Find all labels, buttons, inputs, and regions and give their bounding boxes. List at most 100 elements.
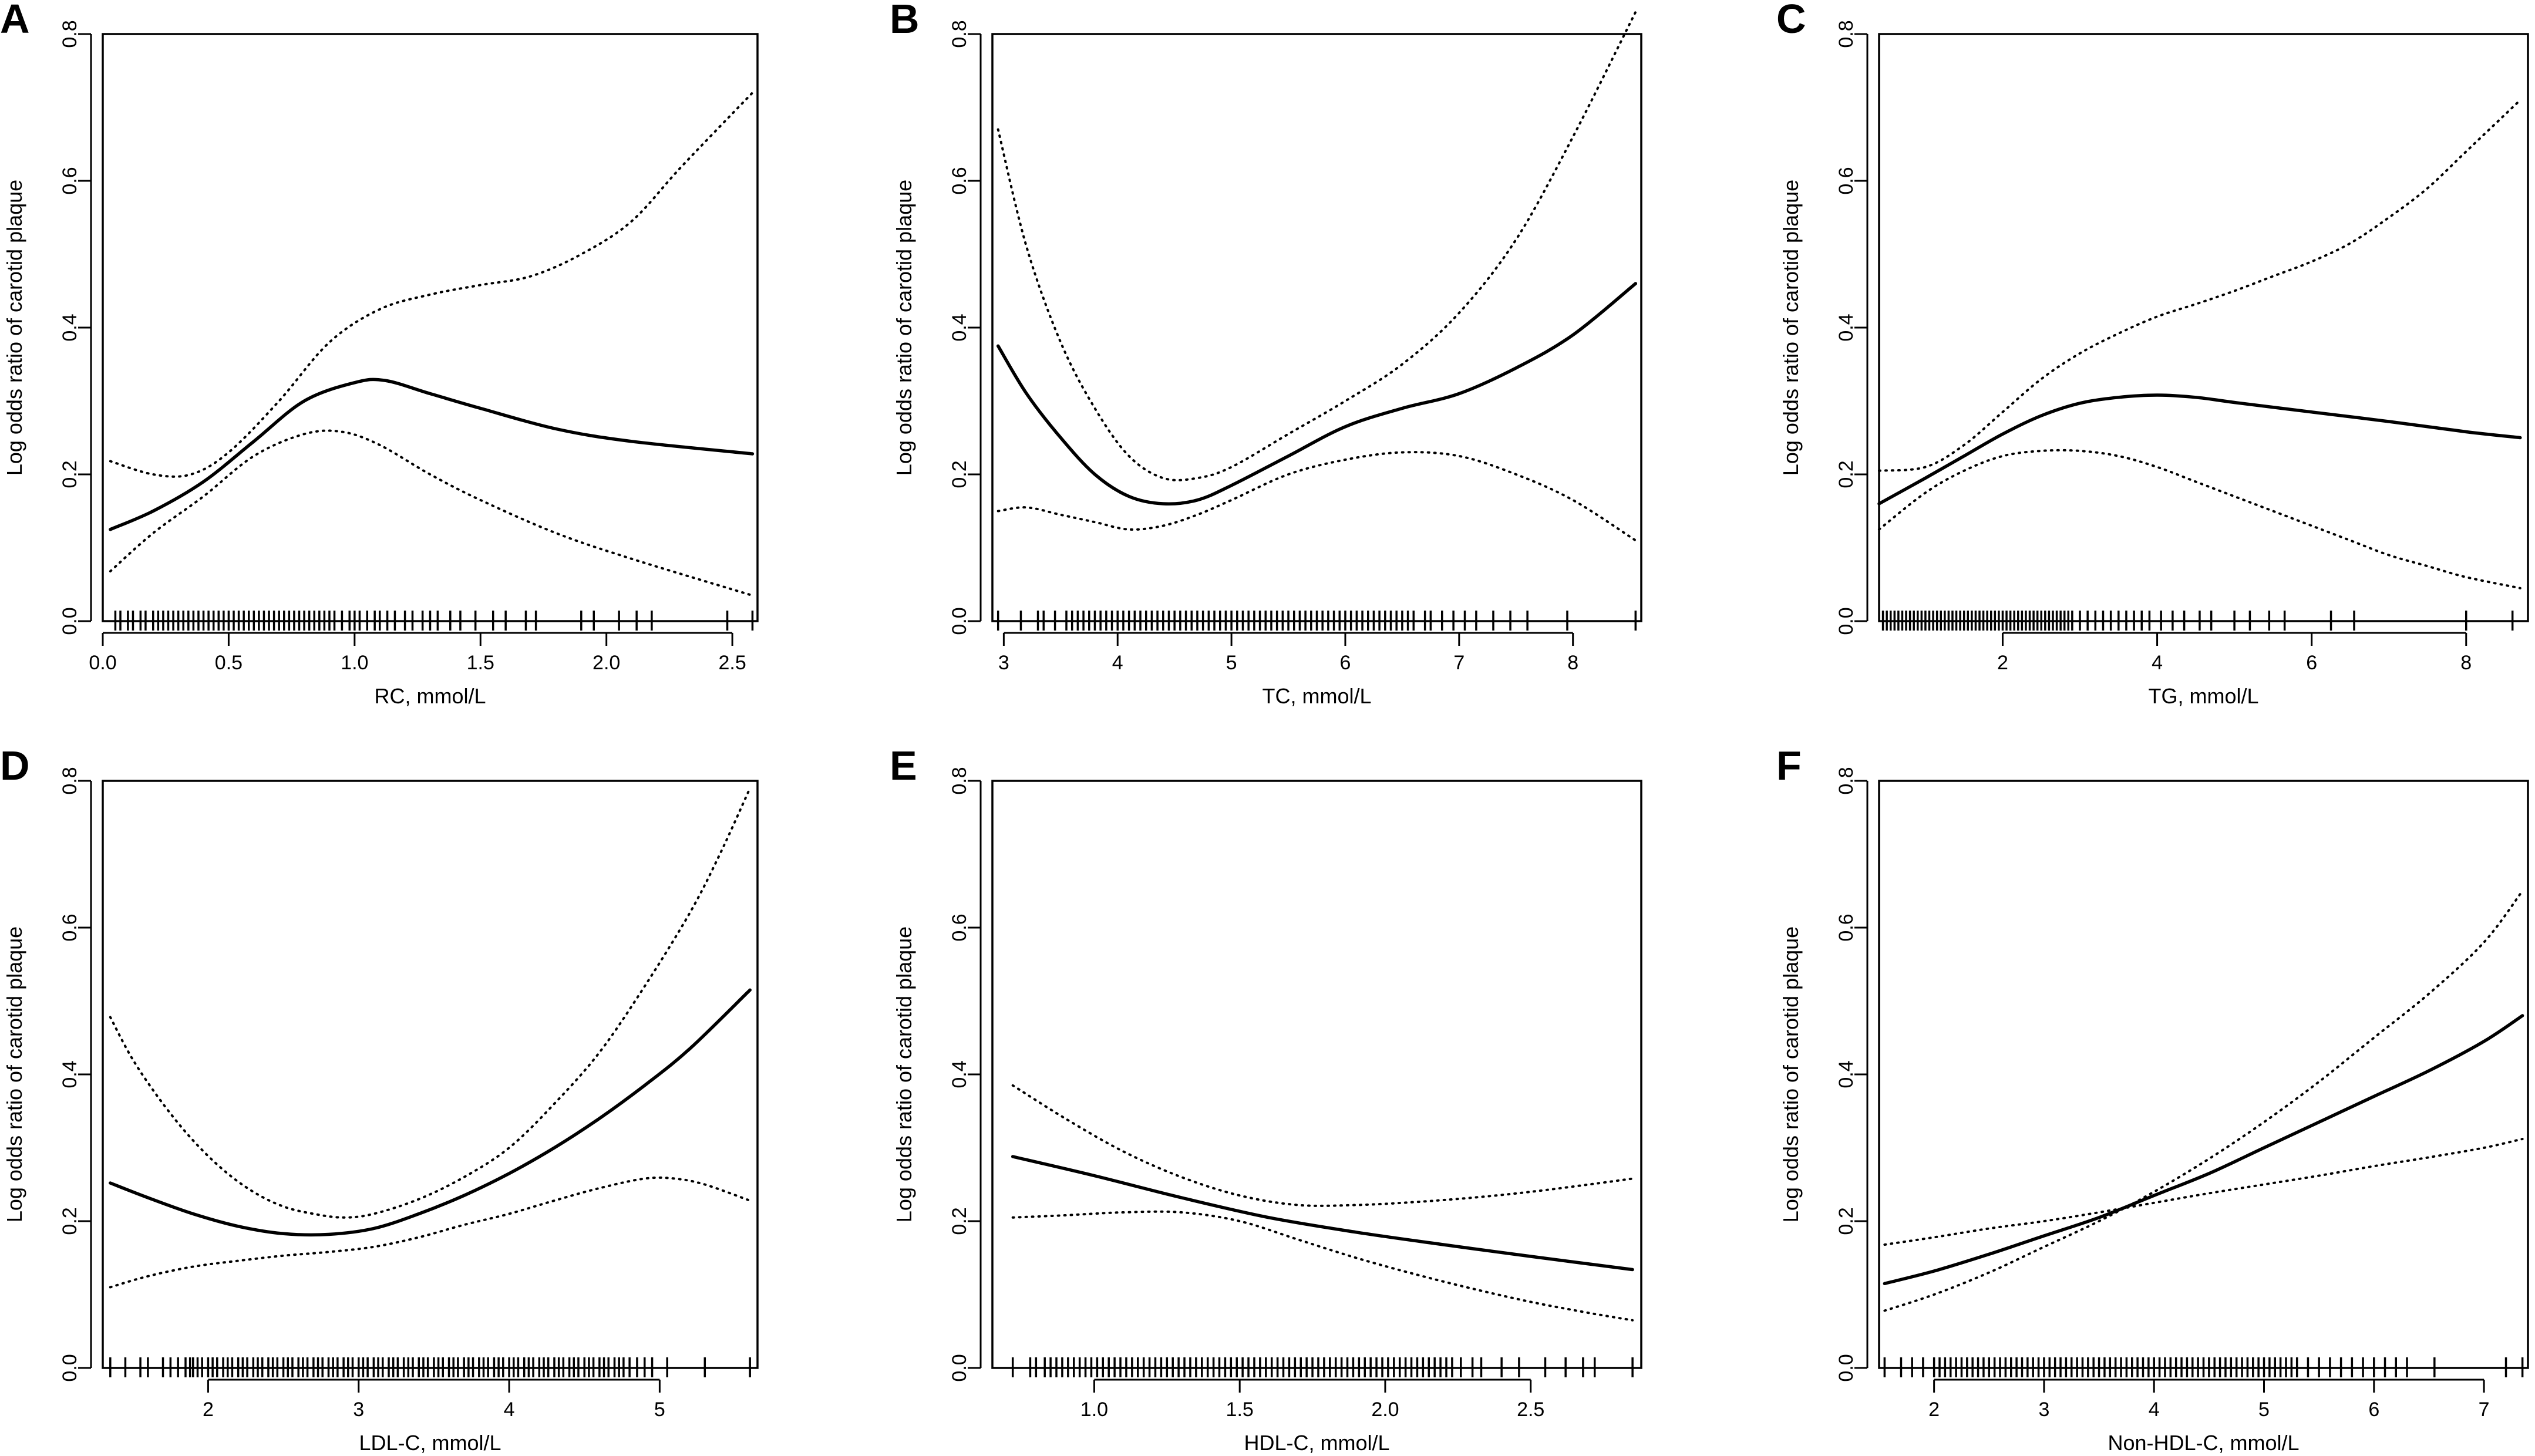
y-tick-label: 0.4 bbox=[59, 314, 81, 341]
x-tick-label: 8 bbox=[1567, 652, 1578, 674]
lower-ci-line bbox=[1878, 449, 2521, 589]
y-tick-label: 0.0 bbox=[59, 607, 81, 635]
lower-ci-line bbox=[109, 429, 754, 597]
y-tick-label: 0.6 bbox=[1835, 167, 1857, 194]
x-tick-label: 1.5 bbox=[1226, 1398, 1254, 1421]
lower-ci-line bbox=[1883, 1138, 2524, 1246]
y-tick-label: 0.2 bbox=[1835, 460, 1857, 488]
x-tick-label: 1.0 bbox=[1080, 1398, 1108, 1421]
x-tick-label: 7 bbox=[1453, 652, 1465, 674]
x-tick-label: 4 bbox=[1112, 652, 1123, 674]
y-tick-label: 0.0 bbox=[1835, 1354, 1857, 1381]
x-tick-label: 3 bbox=[998, 652, 1009, 674]
x-tick-label: 4 bbox=[504, 1398, 515, 1421]
y-tick-label: 0.2 bbox=[948, 460, 971, 488]
y-tick-label: 0.8 bbox=[948, 767, 971, 794]
plot-frame bbox=[991, 33, 1642, 622]
x-tick-label: 2 bbox=[203, 1398, 214, 1421]
plot-frame bbox=[1878, 33, 2529, 622]
x-tick-label: 0.5 bbox=[215, 652, 243, 674]
y-tick-label: 0.8 bbox=[1835, 767, 1857, 794]
panel-letter: F bbox=[1776, 743, 1802, 788]
upper-ci-line bbox=[109, 787, 752, 1219]
y-tick-label: 0.4 bbox=[948, 314, 971, 341]
y-axis-title: Log odds ratio of carotid plaque bbox=[1779, 926, 1803, 1222]
panel-f: F 0.0 0.2 0.4 0.6 0.8 2 3 4 5 6 7 Non-HDL-C, mmol/L L… bbox=[1776, 743, 2529, 1455]
y-axis-title: Log odds ratio of carotid plaque bbox=[1779, 180, 1803, 476]
lower-ci-line bbox=[1011, 1210, 1634, 1322]
lower-ci-line bbox=[997, 451, 1637, 542]
y-tick-label: 0.4 bbox=[1835, 1060, 1857, 1088]
panel-letter: A bbox=[0, 0, 30, 42]
x-tick-label: 1.0 bbox=[341, 652, 368, 674]
x-axis-title: TG, mmol/L bbox=[2148, 684, 2258, 708]
upper-ci-line bbox=[1011, 1084, 1634, 1207]
panel-letter: B bbox=[890, 0, 920, 42]
x-axis-title: LDL-C, mmol/L bbox=[359, 1431, 501, 1455]
y-axis-title: Log odds ratio of carotid plaque bbox=[2, 926, 26, 1222]
y-tick-label: 0.2 bbox=[1835, 1207, 1857, 1235]
panel-letter: E bbox=[890, 743, 917, 788]
y-tick-label: 0.0 bbox=[948, 607, 971, 635]
x-tick-label: 1.5 bbox=[467, 652, 494, 674]
y-tick-label: 0.8 bbox=[59, 767, 81, 794]
x-tick-label: 7 bbox=[2479, 1398, 2490, 1421]
y-tick-label: 0.8 bbox=[59, 20, 81, 48]
upper-ci-line bbox=[1878, 99, 2521, 472]
x-axis-title: RC, mmol/L bbox=[374, 684, 486, 708]
plot-frame bbox=[991, 780, 1642, 1369]
x-tick-label: 2 bbox=[1997, 652, 2008, 674]
estimate-line bbox=[109, 378, 755, 531]
panel-letter: D bbox=[0, 743, 30, 788]
x-tick-label: 2.5 bbox=[718, 652, 746, 674]
x-tick-label: 2 bbox=[1928, 1398, 1940, 1421]
panel-c: C 0.0 0.2 0.4 0.6 0.8 2 4 6 8 TG, mmol/L Log odds r… bbox=[1776, 0, 2529, 708]
plot-frame bbox=[102, 33, 759, 622]
x-tick-label: 3 bbox=[2038, 1398, 2049, 1421]
estimate-line bbox=[996, 282, 1638, 505]
panel-b: B 0.0 0.2 0.4 0.6 0.8 3 4 5 6 7 8 TC, mmol/L Log odds… bbox=[890, 0, 1642, 708]
y-tick-label: 0.0 bbox=[948, 1354, 971, 1381]
panel-letter: C bbox=[1776, 0, 1806, 42]
estimate-line bbox=[1011, 1155, 1634, 1272]
y-tick-label: 0.6 bbox=[59, 167, 81, 194]
y-tick-label: 0.4 bbox=[1835, 314, 1857, 341]
x-tick-label: 0.0 bbox=[89, 652, 116, 674]
y-tick-label: 0.0 bbox=[1835, 607, 1857, 635]
x-tick-label: 6 bbox=[2306, 652, 2317, 674]
x-axis-title: HDL-C, mmol/L bbox=[1244, 1431, 1389, 1455]
estimate-line bbox=[1883, 1014, 2524, 1286]
upper-ci-line bbox=[997, 11, 1637, 481]
x-tick-label: 2.0 bbox=[592, 652, 620, 674]
estimate-line bbox=[1877, 393, 2522, 505]
y-tick-label: 0.2 bbox=[59, 460, 81, 488]
x-tick-label: 5 bbox=[2258, 1398, 2270, 1421]
y-tick-label: 0.4 bbox=[948, 1060, 971, 1088]
x-axis-title: TC, mmol/L bbox=[1262, 684, 1371, 708]
y-tick-label: 0.8 bbox=[1835, 20, 1857, 48]
x-tick-label: 2.0 bbox=[1371, 1398, 1399, 1421]
y-tick-label: 0.2 bbox=[59, 1207, 81, 1235]
y-tick-label: 0.2 bbox=[948, 1207, 971, 1235]
y-tick-label: 0.6 bbox=[948, 914, 971, 941]
estimate-line bbox=[109, 988, 752, 1237]
plot-frame bbox=[1878, 780, 2529, 1369]
y-axis-title: Log odds ratio of carotid plaque bbox=[892, 926, 916, 1222]
x-tick-label: 6 bbox=[2368, 1398, 2379, 1421]
x-tick-label: 4 bbox=[2152, 652, 2163, 674]
lower-ci-line bbox=[109, 1176, 752, 1289]
y-tick-label: 0.6 bbox=[1835, 914, 1857, 941]
y-axis-title: Log odds ratio of carotid plaque bbox=[892, 180, 916, 476]
upper-ci-line bbox=[1883, 889, 2524, 1312]
panel-d: D 0.0 0.2 0.4 0.6 0.8 2 3 4 5 LDL-C, mmol/L Log odd… bbox=[0, 743, 759, 1455]
x-tick-label: 4 bbox=[2149, 1398, 2160, 1421]
panel-a: A 0.0 0.2 0.4 0.6 0.8 0.0 0.5 1.0 1.5 2.0 2.5 RC, mm… bbox=[0, 0, 759, 708]
y-axis-title: Log odds ratio of carotid plaque bbox=[2, 180, 26, 476]
x-tick-label: 6 bbox=[1340, 652, 1351, 674]
x-tick-label: 8 bbox=[2460, 652, 2472, 674]
x-tick-label: 3 bbox=[353, 1398, 364, 1421]
plot-frame bbox=[102, 780, 759, 1369]
y-tick-label: 0.0 bbox=[59, 1354, 81, 1381]
upper-ci-line bbox=[109, 92, 754, 478]
